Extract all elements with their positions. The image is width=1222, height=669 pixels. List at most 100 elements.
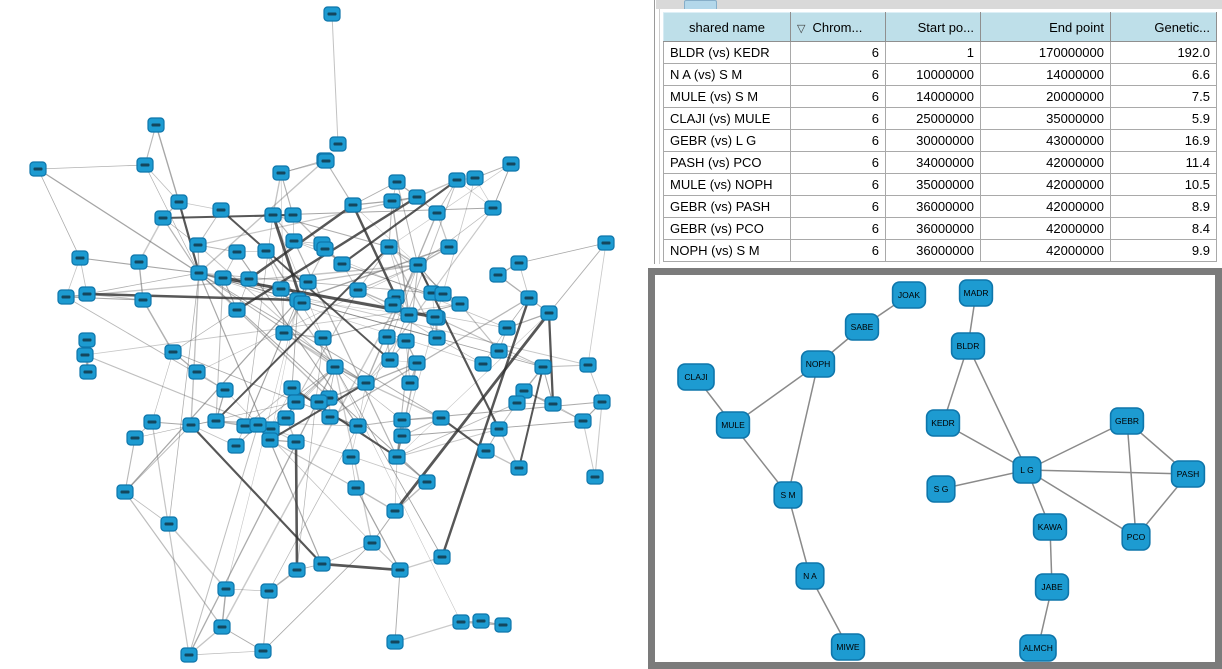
network-node[interactable] xyxy=(397,333,415,349)
network-node[interactable] xyxy=(180,647,198,663)
table-cell[interactable]: 6 xyxy=(790,173,886,196)
table-cell[interactable]: 42000000 xyxy=(980,195,1111,218)
network-node[interactable] xyxy=(299,274,317,290)
network-edge[interactable] xyxy=(198,272,330,399)
network-node[interactable] xyxy=(534,359,552,375)
network-edge[interactable] xyxy=(388,246,410,316)
network-edge[interactable] xyxy=(269,439,357,489)
network-node[interactable] xyxy=(428,330,446,346)
network-overview-canvas[interactable] xyxy=(0,0,655,669)
network-edge-GEBR-PCO[interactable] xyxy=(1126,420,1137,538)
network-node-CLAJI[interactable]: CLAJI xyxy=(677,363,715,391)
network-node[interactable] xyxy=(434,286,452,302)
network-node[interactable] xyxy=(484,200,502,216)
network-edge[interactable] xyxy=(244,332,285,427)
network-edge[interactable] xyxy=(352,204,419,266)
network-edge[interactable] xyxy=(388,200,393,248)
table-row[interactable]: BLDR (vs) KEDR 6 1 170000000 192.0 xyxy=(663,41,1217,64)
table-cell[interactable]: 34000000 xyxy=(885,151,981,174)
network-edge[interactable] xyxy=(189,423,324,566)
network-edge[interactable] xyxy=(262,542,373,652)
network-node[interactable] xyxy=(347,480,365,496)
network-edge[interactable] xyxy=(188,650,264,656)
table-cell[interactable]: 6 xyxy=(790,63,886,86)
network-node-PASH[interactable]: PASH xyxy=(1170,460,1206,488)
network-node[interactable] xyxy=(400,307,418,323)
network-edge[interactable] xyxy=(582,420,596,478)
table-cell[interactable]: 30000000 xyxy=(885,129,981,152)
network-edge[interactable] xyxy=(198,272,589,366)
table-cell[interactable]: 6 xyxy=(790,239,886,262)
network-node[interactable] xyxy=(380,239,398,255)
network-edge[interactable] xyxy=(197,196,418,246)
table-cell[interactable]: 42000000 xyxy=(980,151,1111,174)
network-node-JABE[interactable]: JABE xyxy=(1034,573,1070,601)
network-edge[interactable] xyxy=(151,351,174,423)
network-node[interactable] xyxy=(228,244,246,260)
network-edge[interactable] xyxy=(329,297,530,418)
network-node[interactable] xyxy=(502,156,520,172)
network-node[interactable] xyxy=(287,394,305,410)
network-node-MULE[interactable]: MULE xyxy=(715,411,751,439)
network-node[interactable] xyxy=(29,161,47,177)
network-edge[interactable] xyxy=(394,621,462,643)
network-node[interactable] xyxy=(540,305,558,321)
network-node[interactable] xyxy=(323,6,341,22)
network-node[interactable] xyxy=(288,562,306,578)
network-edge[interactable] xyxy=(594,401,603,478)
network-edge[interactable] xyxy=(396,181,419,266)
network-edge[interactable] xyxy=(334,366,462,623)
network-edge[interactable] xyxy=(394,456,398,512)
network-node[interactable] xyxy=(130,254,148,270)
network-node-NOPH[interactable]: NOPH xyxy=(800,350,836,378)
network-node[interactable] xyxy=(214,270,232,286)
network-node[interactable] xyxy=(207,413,225,429)
table-row[interactable]: CLAJI (vs) MULE 6 25000000 35000000 5.9 xyxy=(663,107,1217,130)
table-cell[interactable]: 10.5 xyxy=(1110,173,1217,196)
network-node[interactable] xyxy=(272,281,290,297)
network-edge-BLDR-LG[interactable] xyxy=(967,345,1028,471)
network-node[interactable] xyxy=(579,357,597,373)
network-node[interactable] xyxy=(498,320,516,336)
network-edge[interactable] xyxy=(355,487,401,571)
network-edge-NOPH-SM[interactable] xyxy=(787,363,819,496)
network-edge[interactable] xyxy=(283,332,336,368)
network-node[interactable] xyxy=(520,290,538,306)
network-node[interactable] xyxy=(160,516,178,532)
network-node[interactable] xyxy=(391,562,409,578)
table-cell[interactable]: 10000000 xyxy=(885,63,981,86)
network-node[interactable] xyxy=(388,449,406,465)
network-edge[interactable] xyxy=(518,242,607,264)
network-edge[interactable] xyxy=(188,424,259,656)
network-node[interactable] xyxy=(510,255,528,271)
network-edge[interactable] xyxy=(124,491,223,628)
table-cell[interactable]: 5.9 xyxy=(1110,107,1217,130)
network-edge[interactable] xyxy=(296,337,324,571)
network-edge[interactable] xyxy=(198,272,438,339)
table-cell[interactable]: 9.9 xyxy=(1110,239,1217,262)
network-node[interactable] xyxy=(293,295,311,311)
network-node-SM[interactable]: S M xyxy=(773,481,803,509)
network-node-MADR[interactable]: MADR xyxy=(958,279,994,307)
network-node[interactable] xyxy=(428,205,446,221)
network-node[interactable] xyxy=(283,380,301,396)
network-edge[interactable] xyxy=(162,217,200,274)
network-node[interactable] xyxy=(393,428,411,444)
network-edge[interactable] xyxy=(272,207,494,216)
table-cell[interactable]: 11.4 xyxy=(1110,151,1217,174)
network-edge[interactable] xyxy=(587,242,607,366)
network-node[interactable] xyxy=(409,257,427,273)
network-node[interactable] xyxy=(342,449,360,465)
network-node[interactable] xyxy=(349,282,367,298)
network-node[interactable] xyxy=(388,174,406,190)
network-node[interactable] xyxy=(261,432,279,448)
network-edge[interactable] xyxy=(198,272,484,365)
network-node[interactable] xyxy=(213,619,231,635)
table-row[interactable]: GEBR (vs) PASH 6 36000000 42000000 8.9 xyxy=(663,195,1217,218)
network-node[interactable] xyxy=(451,296,469,312)
network-node[interactable] xyxy=(190,265,208,281)
network-edge[interactable] xyxy=(334,366,403,421)
network-edge[interactable] xyxy=(417,207,494,266)
network-node[interactable] xyxy=(249,417,267,433)
network-node[interactable] xyxy=(440,239,458,255)
